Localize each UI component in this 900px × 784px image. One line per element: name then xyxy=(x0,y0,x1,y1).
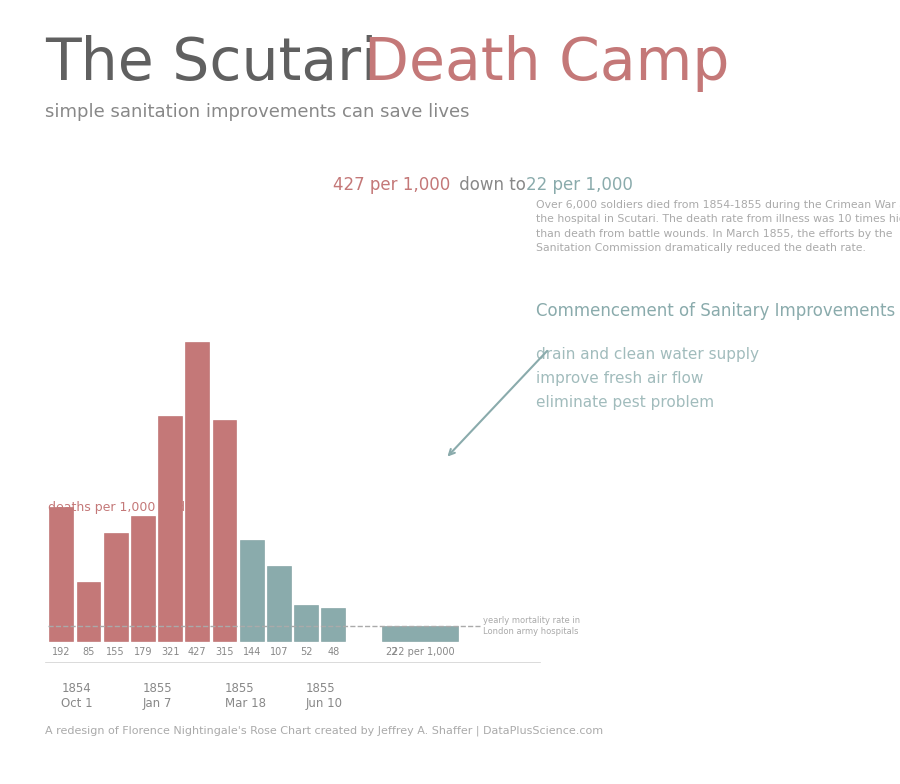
Text: 22 per 1,000: 22 per 1,000 xyxy=(526,176,634,194)
Text: 144: 144 xyxy=(242,647,261,657)
Text: 22 per 1,000: 22 per 1,000 xyxy=(392,647,454,657)
Text: deaths per 1,000 soldiers: deaths per 1,000 soldiers xyxy=(48,502,208,514)
Text: 427: 427 xyxy=(188,647,207,657)
Bar xyxy=(239,540,264,641)
Text: down to: down to xyxy=(454,176,532,194)
Text: 315: 315 xyxy=(215,647,234,657)
Text: Commencement of Sanitary Improvements: Commencement of Sanitary Improvements xyxy=(536,302,895,320)
Bar xyxy=(158,416,182,641)
Text: 179: 179 xyxy=(134,647,152,657)
Bar xyxy=(321,608,346,641)
Text: 48: 48 xyxy=(328,647,339,657)
Bar xyxy=(267,566,291,641)
Text: 427 per 1,000: 427 per 1,000 xyxy=(333,176,450,194)
Bar xyxy=(130,516,155,641)
Text: simple sanitation improvements can save lives: simple sanitation improvements can save … xyxy=(45,103,470,122)
Text: Over 6,000 soldiers died from 1854-1855 during the Crimean War at
the hospital i: Over 6,000 soldiers died from 1854-1855 … xyxy=(536,200,900,253)
Text: 85: 85 xyxy=(82,647,94,657)
Text: A redesign of Florence Nightingale's Rose Chart created by Jeffrey A. Shaffer | : A redesign of Florence Nightingale's Ros… xyxy=(45,725,603,735)
Text: 52: 52 xyxy=(300,647,312,657)
Text: drain and clean water supply
improve fresh air flow
eliminate pest problem: drain and clean water supply improve fre… xyxy=(536,347,759,409)
Text: yearly mortality rate in
London army hospitals: yearly mortality rate in London army hos… xyxy=(483,616,580,636)
Bar xyxy=(294,605,318,641)
Text: 107: 107 xyxy=(270,647,288,657)
Bar xyxy=(76,582,101,641)
Text: 321: 321 xyxy=(161,647,179,657)
Text: 192: 192 xyxy=(52,647,70,657)
Bar xyxy=(50,506,73,641)
Bar xyxy=(104,532,128,641)
Text: Death Camp: Death Camp xyxy=(364,35,730,93)
Text: The Scutari: The Scutari xyxy=(45,35,396,93)
Bar xyxy=(382,626,458,641)
Text: 22: 22 xyxy=(385,647,398,657)
Bar xyxy=(185,342,210,641)
Text: 155: 155 xyxy=(106,647,125,657)
Bar xyxy=(212,420,237,641)
